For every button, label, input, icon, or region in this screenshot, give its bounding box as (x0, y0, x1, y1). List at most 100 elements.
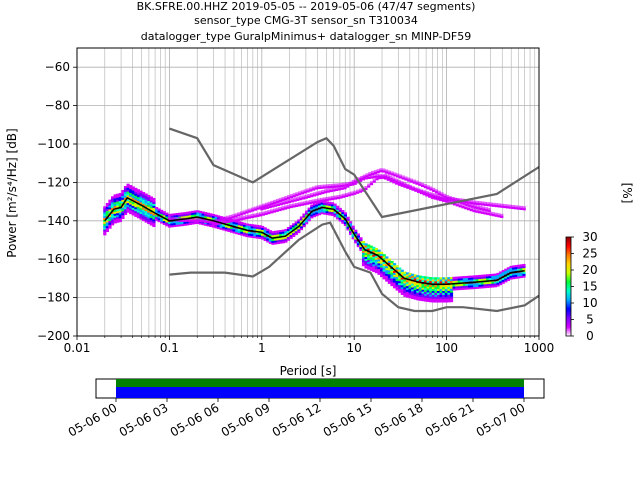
heatmap-cell (136, 212, 141, 215)
heatmap-cell (460, 278, 464, 281)
heatmap-cell (330, 209, 335, 213)
heatmap-cell (457, 276, 461, 279)
colorbar-tick-label: 0 (586, 329, 594, 343)
heatmap-cell (359, 244, 363, 248)
heatmap-cell (429, 296, 433, 299)
heatmap-cell (403, 182, 407, 185)
heatmap-cell (434, 298, 438, 301)
heatmap-cell (491, 212, 496, 215)
heatmap-cell (331, 195, 335, 199)
heatmap-cell (286, 236, 291, 239)
heatmap-cell (341, 217, 345, 220)
heatmap-cell (108, 224, 112, 227)
heatmap-cell (118, 214, 122, 217)
heatmap-cell (444, 277, 448, 280)
heatmap-cell (278, 208, 282, 212)
heatmap-cell (449, 286, 454, 289)
heatmap-cell (217, 222, 221, 225)
heatmap-cell (382, 271, 386, 274)
heatmap-cell (306, 202, 310, 205)
heatmap-cell (121, 201, 125, 204)
heatmap-cell (175, 214, 179, 218)
heatmap-cell (351, 237, 355, 240)
heatmap-cell (361, 189, 365, 192)
heatmap-cell (413, 278, 417, 281)
heatmap-cell (451, 198, 455, 202)
heatmap-cell (292, 203, 296, 206)
heatmap-cell (136, 198, 141, 202)
heatmap-cell (323, 186, 327, 189)
heatmap-cell (426, 185, 430, 188)
heatmap-cell (413, 274, 417, 277)
heatmap-cell (235, 220, 239, 223)
heatmap-cell (397, 183, 402, 186)
heatmap-cell (491, 285, 495, 288)
heatmap-cell (154, 208, 159, 212)
heatmap-cell (382, 256, 386, 259)
heatmap-cell (387, 274, 392, 277)
heatmap-cell (455, 278, 459, 281)
heatmap-cell (329, 188, 333, 191)
heatmap-cell (317, 186, 321, 190)
heatmap-cell (475, 277, 479, 280)
heatmap-cell (105, 222, 110, 225)
heatmap-cell (263, 235, 267, 238)
heatmap-cell (334, 183, 338, 186)
heatmap-cell (478, 278, 482, 281)
heatmap-cell (322, 199, 326, 202)
heatmap-cell (382, 170, 386, 173)
heatmap-cell (248, 231, 252, 234)
heatmap-cell (186, 215, 190, 218)
heatmap-cell (407, 179, 411, 182)
heatmap-cell (480, 211, 484, 214)
heatmap-cell (162, 218, 166, 222)
heatmap-cell (276, 201, 281, 205)
heatmap-cell (343, 214, 348, 217)
heatmap-cell (431, 292, 435, 295)
heatmap-cell (287, 199, 292, 202)
heatmap-cell (328, 213, 332, 216)
heatmap-cell (271, 231, 275, 234)
heatmap-cell (449, 288, 454, 291)
heatmap-cell (294, 223, 298, 226)
heatmap-cell (294, 225, 298, 228)
heatmap-cell (390, 274, 394, 277)
heatmap-cell (282, 202, 286, 205)
heatmap-cell (415, 180, 419, 183)
heatmap-cell (367, 248, 371, 251)
heatmap-cell (105, 225, 110, 229)
heatmap-cell (424, 297, 428, 300)
heatmap-cell (235, 232, 239, 235)
heatmap-cell (297, 227, 301, 230)
heatmap-cell (262, 207, 267, 210)
heatmap-cell (390, 276, 394, 279)
heatmap-cell (341, 210, 345, 213)
heatmap-cell (390, 270, 394, 273)
heatmap-cell (458, 203, 462, 206)
heatmap-cell (195, 219, 199, 222)
heatmap-cell (460, 276, 464, 279)
heatmap-cell (423, 186, 427, 189)
heatmap-cell (105, 206, 110, 209)
heatmap-cell (429, 294, 433, 297)
heatmap-cell (264, 202, 269, 205)
heatmap-cell (325, 184, 330, 187)
heatmap-cell (486, 274, 490, 277)
heatmap-cell (296, 196, 300, 200)
heatmap-cell (436, 279, 441, 282)
heatmap-cell (386, 174, 390, 177)
heatmap-cell (134, 191, 138, 194)
heatmap-cell (323, 184, 327, 187)
heatmap-cell (299, 196, 303, 199)
heatmap-cell (271, 242, 275, 245)
heatmap-cell (346, 185, 350, 188)
heatmap-cell (408, 288, 412, 291)
heatmap-cell (149, 204, 153, 207)
heatmap-cell (242, 226, 247, 229)
timeline-tick-label: 05-06 18 (372, 400, 426, 439)
heatmap-cell (511, 275, 516, 278)
heatmap-cell (270, 200, 274, 204)
heatmap-cell (368, 173, 372, 177)
heatmap-cell (258, 232, 262, 236)
heatmap-cell (116, 199, 120, 202)
